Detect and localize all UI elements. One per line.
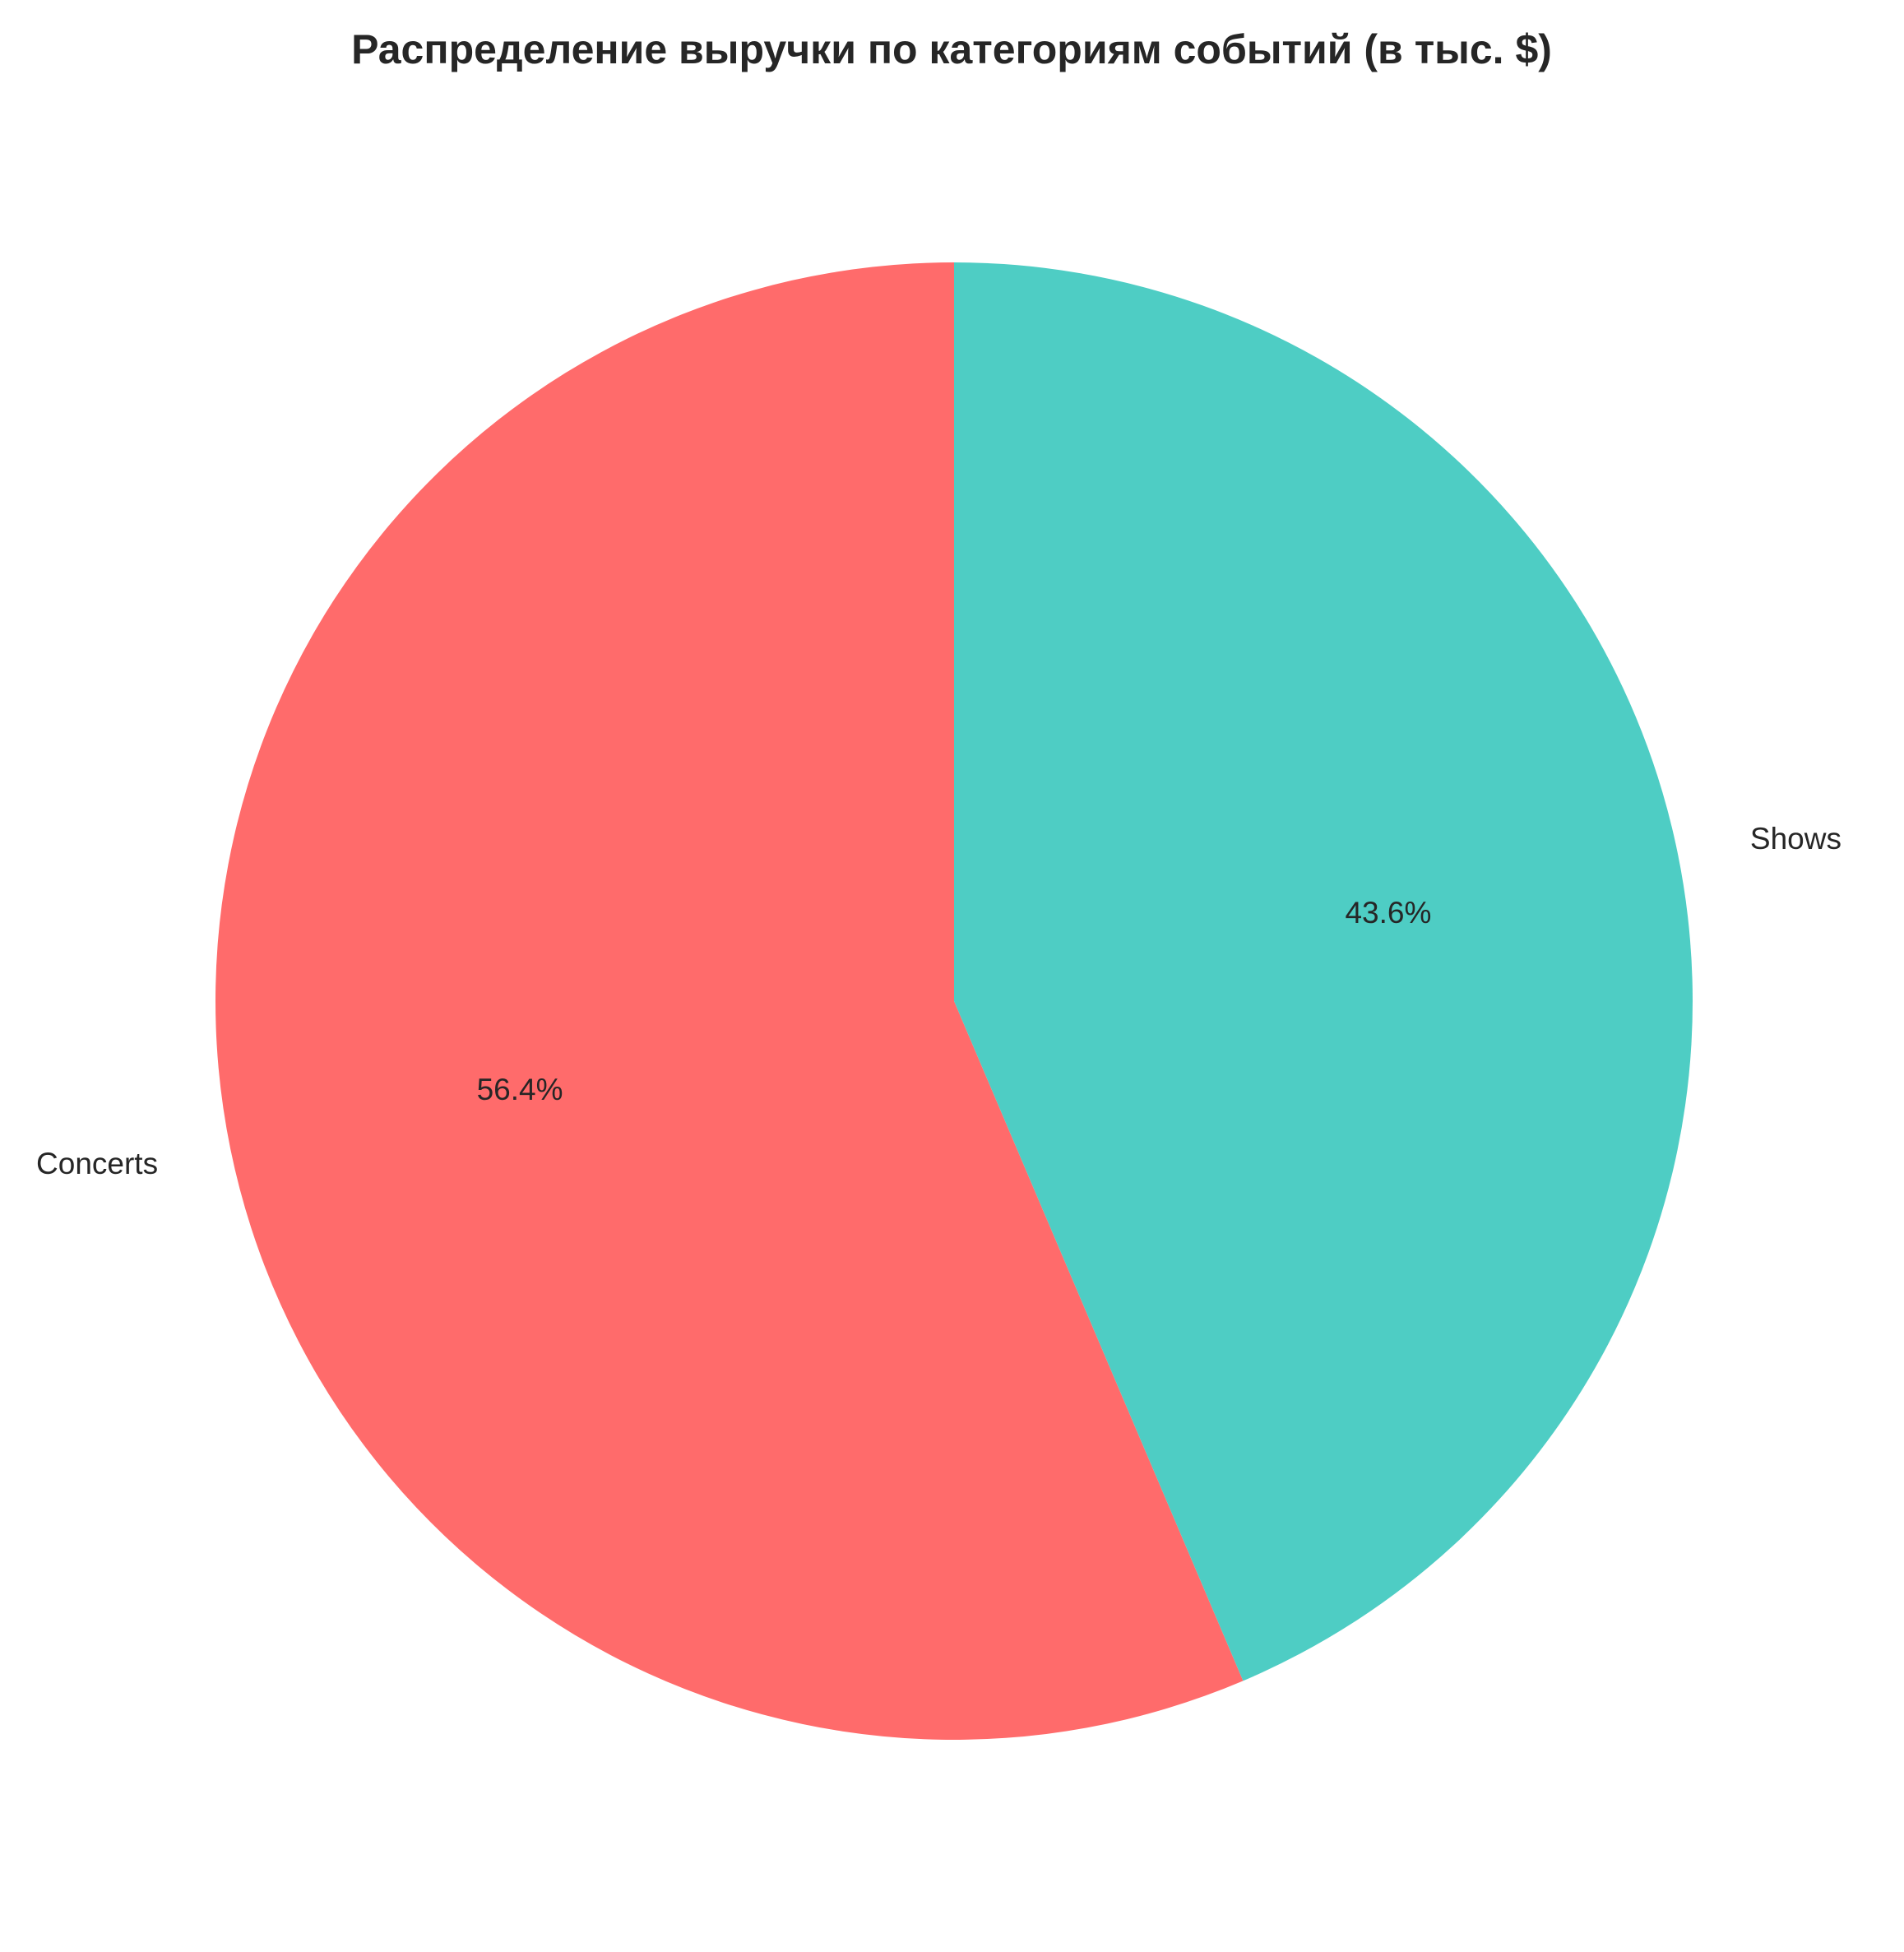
pie-percent-label: 56.4% [477, 1073, 563, 1106]
pie-slice-shows [954, 262, 1693, 1681]
pie-labels: 56.4% Concerts 43.6% Shows [36, 822, 1841, 1180]
chart-title: Распределение выручки по категориям собы… [351, 26, 1552, 72]
pie-category-label: Concerts [36, 1147, 158, 1180]
pie-slice-concerts [215, 262, 1244, 1740]
pie-category-label: Shows [1750, 822, 1841, 855]
pie-slices [215, 262, 1693, 1740]
pie-percent-label: 43.6% [1345, 896, 1431, 930]
